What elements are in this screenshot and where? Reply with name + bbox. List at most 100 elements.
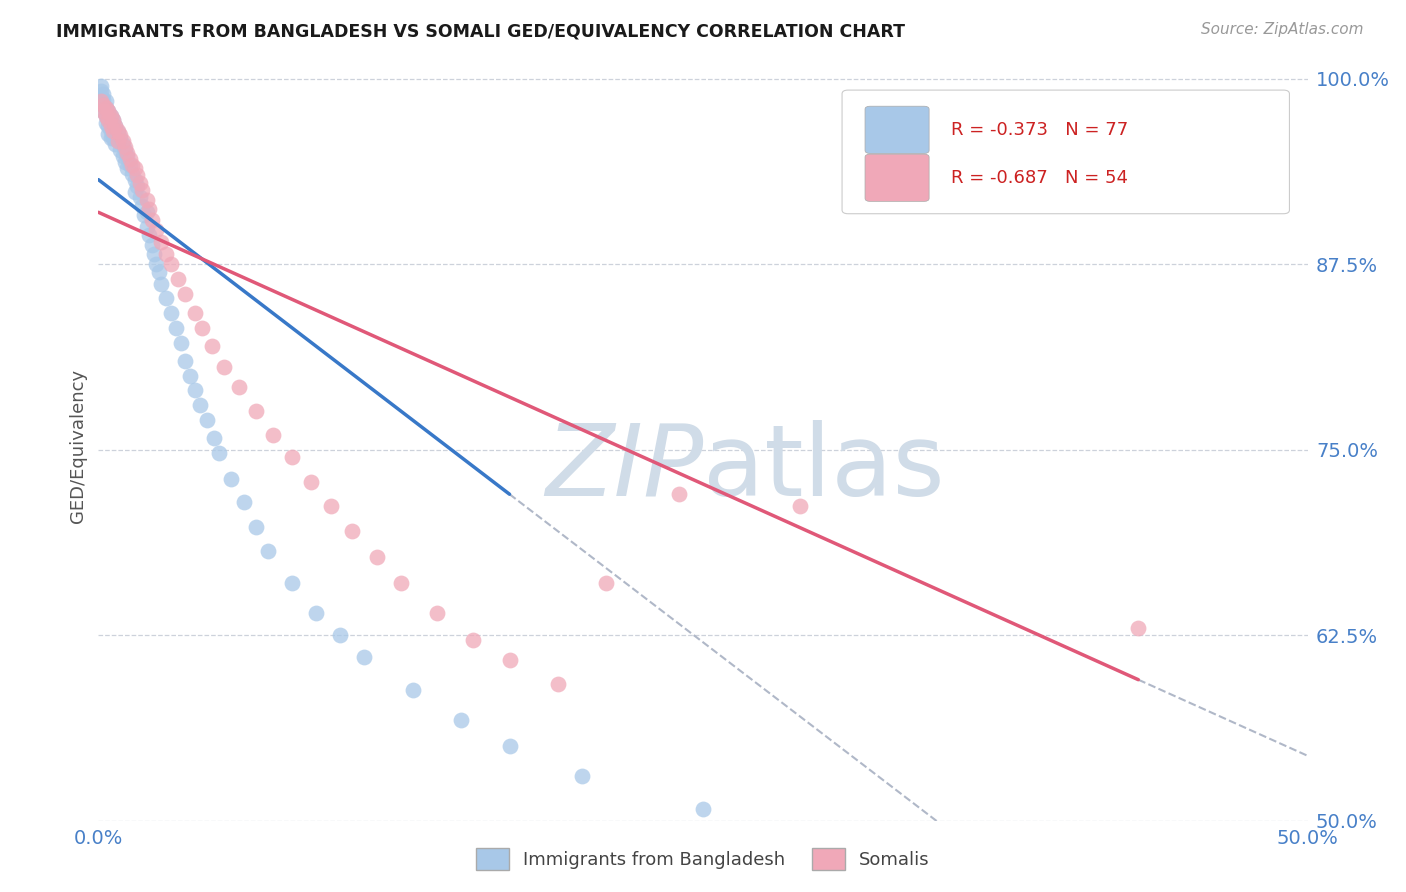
Point xyxy=(94,102,117,116)
Point xyxy=(169,335,191,350)
Point xyxy=(94,102,117,116)
Point xyxy=(141,212,163,227)
Point xyxy=(281,576,304,591)
Text: Source: ZipAtlas.com: Source: ZipAtlas.com xyxy=(1201,22,1364,37)
Point xyxy=(90,84,112,98)
Point xyxy=(155,291,177,305)
Point xyxy=(160,257,183,271)
Point xyxy=(245,404,267,418)
Point xyxy=(128,190,150,204)
Point xyxy=(104,120,127,134)
Point xyxy=(145,223,167,237)
Point xyxy=(860,831,883,846)
Y-axis label: GED/Equivalency: GED/Equivalency xyxy=(69,369,87,523)
Point xyxy=(595,576,617,591)
Text: ZIP: ZIP xyxy=(544,420,703,517)
Point xyxy=(426,606,449,620)
Point xyxy=(111,149,134,163)
Point xyxy=(111,134,134,148)
Point xyxy=(90,79,112,94)
Point xyxy=(100,124,122,138)
Point xyxy=(262,428,284,442)
Point xyxy=(174,287,197,301)
Point xyxy=(97,127,120,141)
Point xyxy=(155,247,177,261)
Point xyxy=(91,98,114,112)
Point xyxy=(114,140,136,154)
Point xyxy=(100,116,122,130)
Point xyxy=(97,113,120,128)
Point xyxy=(101,131,124,145)
Text: IMMIGRANTS FROM BANGLADESH VS SOMALI GED/EQUIVALENCY CORRELATION CHART: IMMIGRANTS FROM BANGLADESH VS SOMALI GED… xyxy=(56,22,905,40)
Point xyxy=(789,499,811,513)
Point xyxy=(135,205,157,219)
Point xyxy=(108,131,131,145)
Point xyxy=(104,137,127,152)
Point xyxy=(256,543,278,558)
Point xyxy=(167,272,190,286)
Text: atlas: atlas xyxy=(703,420,945,517)
Point xyxy=(100,131,122,145)
Point xyxy=(101,122,124,136)
Point xyxy=(111,137,134,152)
Point xyxy=(108,143,131,157)
Point xyxy=(353,650,375,665)
Point xyxy=(184,306,207,320)
Point xyxy=(90,95,112,110)
Point xyxy=(118,152,141,166)
Point xyxy=(692,802,714,816)
Point xyxy=(299,475,322,490)
Point xyxy=(208,445,231,459)
Point xyxy=(135,220,157,235)
Point xyxy=(107,124,129,138)
Point xyxy=(188,398,211,412)
Point xyxy=(389,576,412,591)
Point xyxy=(100,120,122,134)
Point xyxy=(131,199,153,213)
Point xyxy=(90,89,112,103)
Point xyxy=(195,413,218,427)
Point xyxy=(127,168,149,182)
Point xyxy=(232,494,254,508)
Point xyxy=(150,235,173,249)
Point xyxy=(118,158,141,172)
Point xyxy=(107,134,129,148)
Point xyxy=(174,353,197,368)
Point xyxy=(450,713,472,727)
Point xyxy=(97,113,120,128)
Point xyxy=(101,124,124,138)
Point xyxy=(94,94,117,108)
Point xyxy=(117,145,139,160)
Point xyxy=(91,104,114,119)
Point xyxy=(228,380,250,394)
Point xyxy=(91,104,114,119)
FancyBboxPatch shape xyxy=(865,106,929,153)
Point xyxy=(91,93,114,107)
Point xyxy=(94,109,117,123)
Point xyxy=(1128,621,1150,635)
Point xyxy=(134,208,156,222)
Point xyxy=(342,524,364,539)
Text: R = -0.687   N = 54: R = -0.687 N = 54 xyxy=(950,169,1128,186)
Point xyxy=(101,113,124,128)
Point xyxy=(117,161,139,175)
Point xyxy=(97,120,120,134)
Point xyxy=(204,431,226,445)
Point xyxy=(143,247,166,261)
Point xyxy=(114,154,136,169)
Point xyxy=(100,109,122,123)
FancyBboxPatch shape xyxy=(842,90,1289,214)
Point xyxy=(124,172,146,186)
Point xyxy=(94,109,117,123)
Point xyxy=(91,87,114,101)
Point xyxy=(329,628,352,642)
Point xyxy=(245,520,267,534)
Point xyxy=(138,202,160,217)
Point xyxy=(108,128,131,143)
Point xyxy=(107,134,129,148)
Point xyxy=(184,384,207,398)
Point xyxy=(141,238,163,252)
Point xyxy=(281,450,304,464)
Point xyxy=(97,104,120,119)
Point xyxy=(97,104,120,119)
